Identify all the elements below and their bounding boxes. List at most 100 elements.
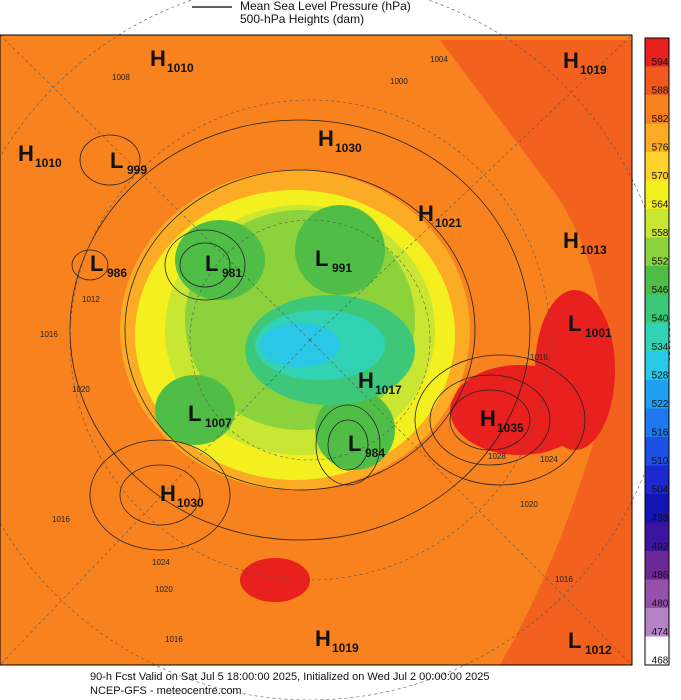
colorbar-tick-label: 516 [652,427,669,438]
colorbar-swatch [645,266,669,295]
colorbar-swatch [645,579,669,608]
pressure-center-value: 986 [107,266,127,280]
isobar-label: 1016 [165,635,183,644]
colorbar-swatch [645,95,669,124]
colorbar-swatch [645,237,669,266]
isobar-label: 1020 [72,385,90,394]
isobar-label: 1024 [540,455,558,464]
colorbar-swatch [645,522,669,551]
pressure-center-letter: L [568,311,581,336]
pressure-center-value: 1001 [585,326,612,340]
pressure-center-value: 1010 [35,156,62,170]
colorbar-swatch [645,494,669,523]
colorbar-tick-label: 552 [652,256,669,267]
colorbar-swatch [645,408,669,437]
pressure-center-value: 1010 [167,61,194,75]
pressure-center-value: 1019 [332,641,359,655]
colorbar-swatch [645,38,669,67]
pressure-center-value: 1007 [205,416,232,430]
pressure-center-value: 984 [365,446,385,460]
pressure-center-letter: L [110,148,123,173]
colorbar-tick-label: 576 [652,142,669,153]
colorbar-swatch [645,465,669,494]
colorbar-tick-label: 582 [652,114,669,125]
colorbar-tick-label: 588 [652,85,669,96]
colorbar-tick-label: 558 [652,228,669,239]
pressure-center-letter: L [205,251,218,276]
isobar-label: 1016 [52,515,70,524]
colorbar-tick-label: 468 [652,655,669,666]
colorbar-tick-label: 492 [652,541,669,552]
colorbar-tick-label: 564 [652,199,669,210]
colorbar-swatch [645,209,669,238]
colorbar-tick-label: 486 [652,570,669,581]
pressure-center-letter: L [315,246,328,271]
pressure-center-letter: H [563,48,579,73]
isobar-label: 1020 [155,585,173,594]
colorbar-swatch [645,294,669,323]
colorbar-swatch [645,351,669,380]
pressure-center-letter: H [418,201,434,226]
isobar-label: 1004 [430,55,448,64]
colorbar-tick-label: 540 [652,313,669,324]
colorbar-tick-label: 474 [652,627,669,638]
pressure-center-value: 1035 [497,421,524,435]
colorbar-swatch [645,608,669,637]
isobar-label: 1016 [555,575,573,584]
pressure-center-value: 1030 [335,141,362,155]
isobar-label: 1016 [530,353,548,362]
pressure-center-letter: H [563,228,579,253]
pressure-center-letter: L [90,251,103,276]
colorbar-swatch [645,66,669,95]
pressure-center-value: 1012 [585,643,612,657]
pressure-center-value: 981 [222,266,242,280]
isobar-label: 1024 [152,558,170,567]
colorbar-tick-label: 546 [652,285,669,296]
pressure-center-value: 1019 [580,63,607,77]
isobar-label: 1020 [520,500,538,509]
footer-line: NCEP-GFS - meteocentre.com [90,685,242,697]
pressure-center-letter: L [348,431,361,456]
isobar-label: 1008 [112,73,130,82]
pressure-center-letter: L [188,401,201,426]
pressure-center-letter: L [568,628,581,653]
isobar-label: 1016 [40,330,58,339]
colorbar-swatch [645,123,669,152]
colorbar-swatch [645,180,669,209]
legend-label: Mean Sea Level Pressure (hPa) [240,0,411,13]
colorbar-tick-label: 522 [652,399,669,410]
colorbar-swatch [645,636,669,665]
colorbar-swatch [645,380,669,409]
colorbar-swatch [645,152,669,181]
pressure-center-letter: H [160,481,176,506]
pressure-center-letter: H [318,126,334,151]
isobar-label: 1028 [488,452,506,461]
colorbar-tick-label: 498 [652,513,669,524]
colorbar-swatch [645,551,669,580]
colorbar-tick-label: 504 [652,484,669,495]
colorbar-tick-label: 594 [652,57,669,68]
colorbar-tick-label: 510 [652,456,669,467]
legend-label: 500-hPa Heights (dam) [240,12,364,26]
pressure-center-letter: H [315,626,331,651]
pressure-center-letter: H [150,46,166,71]
pressure-center-letter: H [480,406,496,431]
colorbar-tick-label: 480 [652,598,669,609]
colorbar-tick-label: 570 [652,171,669,182]
colorbar-frame [644,37,670,666]
pressure-center-letter: H [358,368,374,393]
colorbar-swatch [645,437,669,466]
footer-line: 90-h Fcst Valid on Sat Jul 5 18:00:00 20… [90,671,490,683]
colorbar-swatch [645,323,669,352]
pressure-center-value: 999 [127,163,147,177]
pressure-center-value: 1017 [375,383,402,397]
colorbar-tick-label: 528 [652,370,669,381]
isobar-label: 1000 [390,77,408,86]
isobar-label: 1012 [82,295,100,304]
pressure-center-letter: H [18,141,34,166]
pressure-center-value: 1021 [435,216,462,230]
colorbar-tick-label: 534 [652,342,669,353]
pressure-center-value: 1013 [580,243,607,257]
